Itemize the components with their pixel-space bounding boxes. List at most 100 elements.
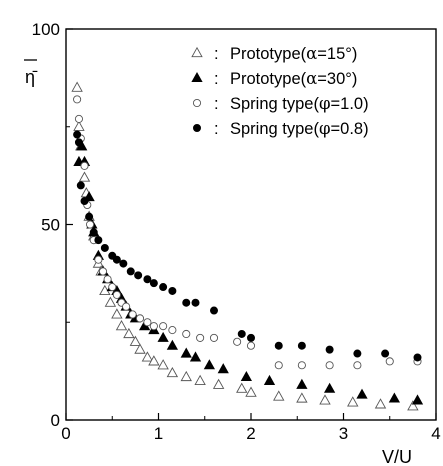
data-point-series-2 — [166, 339, 178, 350]
data-point-series-2 — [263, 374, 276, 385]
data-point-series-4 — [134, 271, 143, 280]
legend-label-rest: =30°) — [317, 70, 357, 88]
data-point-series-4 — [94, 236, 103, 245]
data-point-series-2 — [157, 331, 169, 342]
legend-marker-3 — [192, 98, 202, 108]
legend-label-3: Spring type(φ=1.0) — [230, 94, 369, 113]
x-tick-label: 1 — [154, 424, 163, 443]
data-point-series-4 — [297, 341, 306, 350]
data-point-series-1 — [134, 343, 146, 354]
y-axis-title: η̄ — [24, 59, 38, 87]
data-point-series-3 — [103, 275, 112, 284]
data-point-series-2 — [324, 382, 336, 393]
axis-ticks: 0 1 2 3 4 0 50 100 — [32, 20, 441, 443]
data-point-series-3 — [86, 220, 95, 229]
data-point-series-3 — [297, 361, 306, 370]
data-point-series-1 — [374, 398, 387, 409]
data-point-series-3 — [128, 310, 137, 319]
data-point-series-3 — [122, 302, 131, 311]
data-point-series-1 — [157, 359, 169, 370]
data-point-series-3 — [74, 114, 83, 123]
legend-label-main: Prototype( — [230, 45, 307, 63]
data-point-series-4 — [85, 212, 94, 221]
legend-marker-4 — [192, 124, 201, 133]
data-point-series-4 — [274, 341, 283, 350]
data-point-series-3 — [209, 333, 219, 342]
data-point-series-4 — [73, 130, 82, 139]
data-point-series-2 — [296, 378, 308, 389]
data-point-series-1 — [194, 374, 206, 385]
data-point-series-4 — [76, 181, 85, 190]
data-point-series-1 — [115, 320, 128, 331]
data-point-series-2 — [189, 351, 202, 362]
legend-colon: : — [214, 70, 219, 88]
data-point-series-3 — [143, 318, 152, 327]
data-point-series-1 — [212, 378, 225, 389]
data-point-series-4 — [413, 353, 422, 362]
y-tick-label: 50 — [41, 216, 60, 235]
data-point-series-3 — [159, 322, 168, 331]
data-point-series-4 — [325, 345, 334, 354]
data-point-series-1 — [245, 386, 257, 397]
data-point-series-1 — [347, 396, 359, 407]
data-point-series-2 — [356, 388, 368, 399]
data-point-series-4 — [246, 333, 255, 342]
legend-colon: : — [214, 45, 219, 63]
data-point-series-3 — [196, 333, 205, 342]
legend-label-rest: =1.0) — [331, 95, 369, 113]
data-point-series-3 — [353, 361, 362, 370]
y-tick-label: 0 — [51, 411, 60, 430]
legend-label-4: Spring type(φ=0.8) — [230, 119, 369, 138]
data-point-series-1 — [407, 400, 419, 411]
data-point-series-3 — [98, 267, 108, 276]
data-point-series-1 — [319, 394, 331, 405]
legend-label-1: Prototype(α=15°) — [230, 44, 357, 63]
data-point-series-4 — [126, 267, 135, 276]
legend-colon: : — [214, 95, 219, 113]
data-point-series-3 — [233, 337, 242, 346]
x-tick-label: 3 — [339, 424, 348, 443]
data-point-series-2 — [180, 347, 192, 358]
legend-label-greek: α — [306, 44, 317, 63]
data-point-series-4 — [89, 228, 98, 237]
data-point-series-3 — [94, 255, 103, 264]
legend-marker-1 — [191, 46, 203, 58]
data-point-series-3 — [135, 314, 145, 323]
data-point-series-1 — [129, 335, 142, 346]
data-point-series-2 — [203, 359, 215, 370]
legend-label-main: Prototype( — [230, 70, 307, 88]
y-tick-label: 100 — [32, 20, 60, 39]
legend: : Prototype(α=15°): Prototype(α=30°): Sprin… — [191, 44, 369, 138]
legend-label-greek: φ — [319, 94, 331, 113]
data-point-series-1 — [141, 351, 154, 362]
data-point-series-4 — [80, 197, 89, 206]
legend-label-main: Spring type( — [230, 120, 319, 138]
data-point-series-3 — [80, 161, 89, 170]
legend-label-2: Prototype(α=30°) — [230, 69, 357, 88]
data-point-series-3 — [168, 326, 177, 335]
data-point-series-1 — [78, 171, 91, 182]
legend-label-greek: φ — [319, 119, 331, 138]
data-point-series-4 — [112, 255, 121, 264]
data-point-series-3 — [108, 283, 117, 292]
legend-label-greek: α — [306, 69, 317, 88]
data-point-series-4 — [191, 298, 200, 307]
data-point-series-4 — [119, 259, 128, 268]
data-point-series-3 — [385, 357, 394, 366]
data-point-series-3 — [112, 290, 121, 299]
data-point-series-3 — [246, 341, 256, 350]
x-tick-label: 4 — [431, 424, 440, 443]
data-point-series-3 — [325, 361, 334, 370]
data-point-series-2 — [240, 370, 252, 382]
x-tick-label: 0 — [61, 424, 70, 443]
data-point-series-3 — [274, 361, 283, 370]
data-point-series-4 — [237, 329, 246, 338]
data-point-series-3 — [73, 95, 82, 104]
data-point-series-3 — [182, 329, 191, 339]
data-point-series-4 — [143, 275, 152, 284]
x-tick-label: 2 — [246, 424, 255, 443]
data-point-series-1 — [296, 392, 308, 403]
data-point-series-1 — [148, 355, 160, 366]
data-point-series-1 — [111, 308, 123, 319]
